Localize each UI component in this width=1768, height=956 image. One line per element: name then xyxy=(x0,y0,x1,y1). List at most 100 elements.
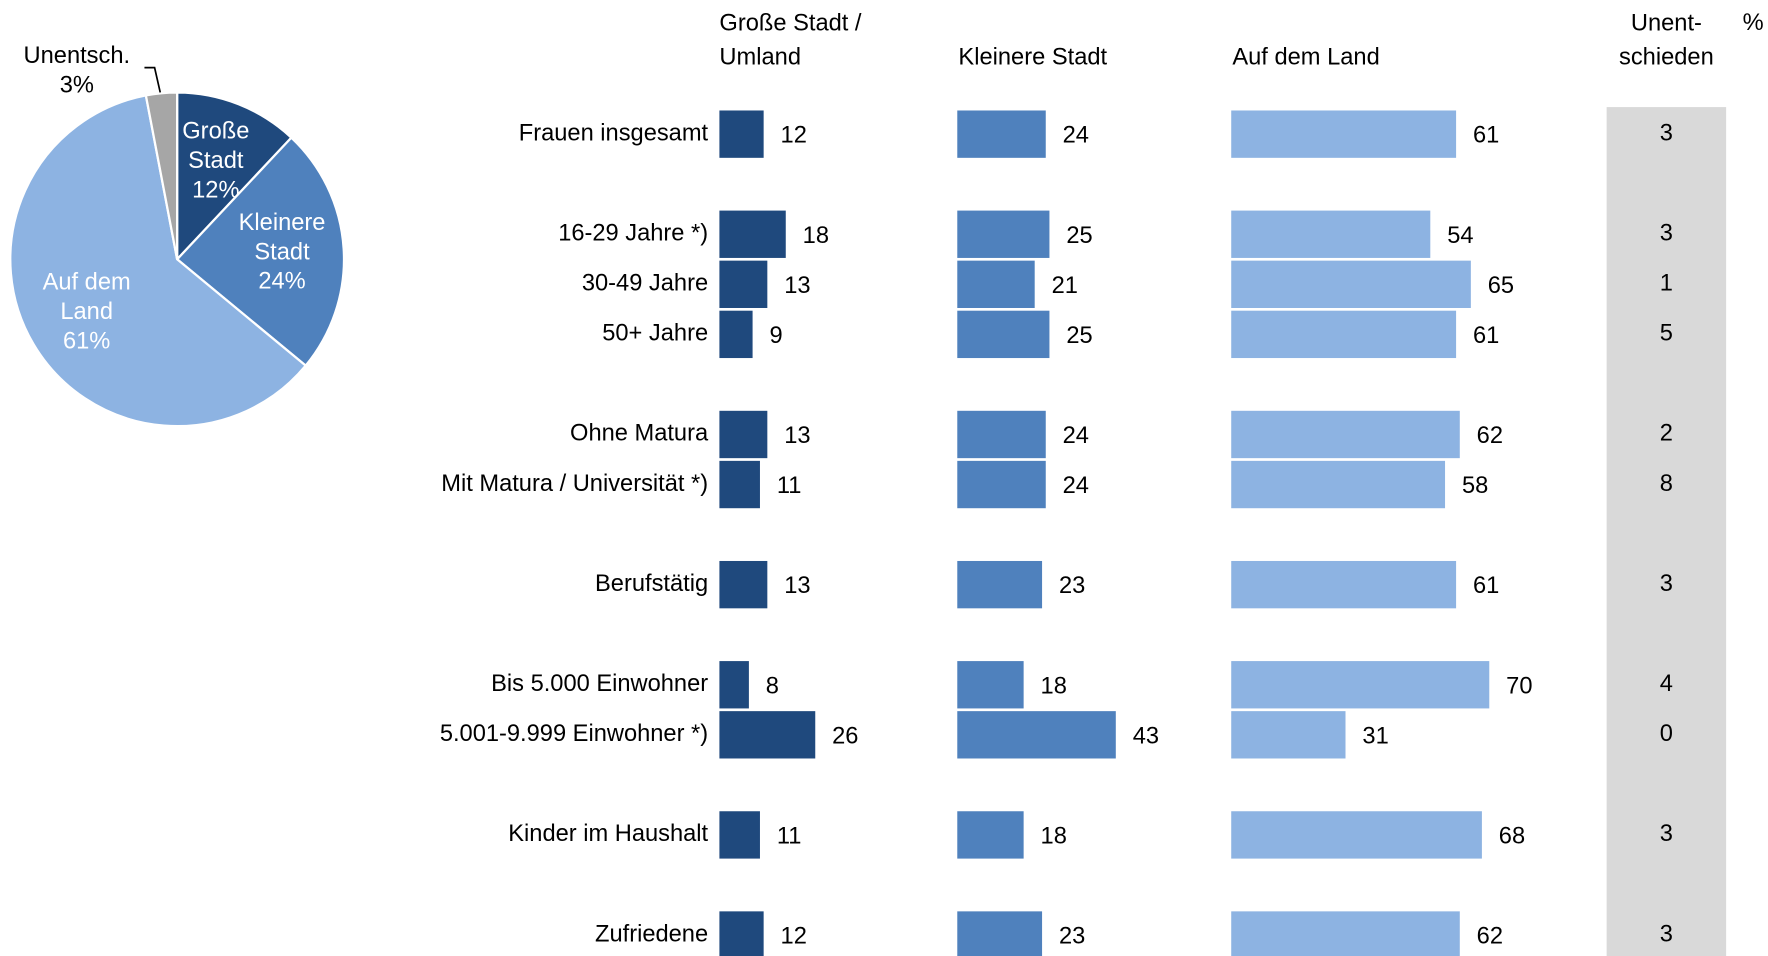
series-header-box: Kleinere Stadt xyxy=(958,44,1107,70)
row-label: Berufstätig xyxy=(595,571,708,597)
bar xyxy=(719,410,768,459)
bar xyxy=(957,110,1046,158)
undecided-value: 3 xyxy=(1660,821,1673,847)
bar xyxy=(719,310,753,359)
value-label: 18 xyxy=(803,223,829,249)
value-label: 65 xyxy=(1488,273,1514,299)
pie-label-box: Unentsch. 3% xyxy=(9,3,144,138)
value-label: 12 xyxy=(781,123,807,149)
row-label: Mit Matura / Universität *) xyxy=(441,471,708,497)
bar xyxy=(957,260,1035,308)
undecided-value: 4 xyxy=(1660,671,1673,697)
undecided-value: 2 xyxy=(1660,421,1673,447)
series-header-box: Auf dem Land xyxy=(1232,43,1380,70)
pie-label-text: Große Stadt 12% xyxy=(162,118,269,206)
value-label: 23 xyxy=(1059,924,1085,950)
bar xyxy=(957,911,1043,956)
value-label: 21 xyxy=(1052,273,1078,299)
bar xyxy=(719,260,768,308)
value-label: 24 xyxy=(1063,473,1089,499)
pie-label-text: Auf dem Land 61% xyxy=(33,269,140,357)
series-header: Große Stadt / Umland xyxy=(719,10,862,70)
pie-value-label: 12% xyxy=(192,177,240,204)
bar xyxy=(719,711,816,759)
bar xyxy=(1231,260,1471,308)
value-label: 8 xyxy=(766,673,779,699)
undecided-value: 3 xyxy=(1660,571,1673,597)
pie-value-label: 61% xyxy=(62,328,111,355)
value-label: 13 xyxy=(784,573,810,599)
pie-category: Unentsch. xyxy=(23,42,131,69)
pie-category: Große Stadt xyxy=(182,118,250,174)
bar xyxy=(1231,711,1346,759)
undecided-band xyxy=(1606,107,1727,956)
bar xyxy=(1231,310,1457,359)
row-label: 30-49 Jahre xyxy=(582,271,708,297)
value-label: 61 xyxy=(1473,323,1499,349)
undecided-value: 0 xyxy=(1660,721,1673,747)
pie-slice xyxy=(175,136,346,368)
value-label: 13 xyxy=(784,273,810,299)
row-label: Frauen insgesamt xyxy=(519,120,709,146)
undecided-value: 1 xyxy=(1660,271,1673,297)
leader-line xyxy=(144,66,162,93)
pie-label: Auf dem Land 61% xyxy=(19,245,154,380)
bar xyxy=(1231,210,1431,258)
bar xyxy=(719,911,764,956)
series-header-box: Große Stadt / Umland xyxy=(719,10,862,70)
value-label: 25 xyxy=(1066,323,1092,349)
undecided-value: 3 xyxy=(1660,221,1673,247)
bar xyxy=(719,210,786,258)
value-label: 18 xyxy=(1041,823,1067,849)
pie-label: Große Stadt 12% xyxy=(148,94,283,229)
value-label: 9 xyxy=(769,323,782,349)
bar xyxy=(719,661,749,709)
bar xyxy=(1231,110,1457,158)
pie-slice xyxy=(9,94,308,428)
row-label: 5.001-9.999 Einwohner *) xyxy=(440,721,708,747)
bar xyxy=(957,661,1024,709)
value-label: 11 xyxy=(777,473,802,499)
value-label: 24 xyxy=(1063,123,1089,149)
value-label: 62 xyxy=(1477,423,1503,449)
row-label: Ohne Matura xyxy=(570,421,709,447)
undecided-value: 3 xyxy=(1660,921,1673,947)
pie-value-label: 3% xyxy=(59,72,94,99)
bar xyxy=(1231,661,1490,709)
value-label: 13 xyxy=(784,423,810,449)
bar xyxy=(1231,811,1482,859)
series-header: Auf dem Land xyxy=(1232,43,1380,70)
row-label: 50+ Jahre xyxy=(602,321,708,347)
value-label: 61 xyxy=(1473,123,1499,149)
bar xyxy=(957,310,1050,359)
pie-category: Auf dem Land xyxy=(42,269,131,326)
undecided-value: 3 xyxy=(1660,120,1673,146)
value-label: 24 xyxy=(1063,423,1089,449)
bar xyxy=(957,711,1116,759)
value-label: 18 xyxy=(1041,673,1067,699)
pie-label: Kleinere Stadt 24% xyxy=(214,185,349,320)
pie-category: Kleinere Stadt xyxy=(238,209,326,266)
bar xyxy=(957,410,1046,459)
unit-label: % xyxy=(1743,10,1764,36)
row-label: Zufriedene xyxy=(595,921,708,947)
pie-slice xyxy=(176,91,293,263)
value-label: 11 xyxy=(777,823,802,849)
bar xyxy=(719,460,760,509)
row-label: 16-29 Jahre *) xyxy=(558,221,708,247)
pie-label-box: Große Stadt 12% xyxy=(148,94,283,229)
pie-value-label: 24% xyxy=(258,268,306,295)
value-label: 23 xyxy=(1059,573,1085,599)
row-label: Bis 5.000 Einwohner xyxy=(491,671,708,697)
value-label: 43 xyxy=(1133,723,1159,749)
value-label: 61 xyxy=(1473,573,1499,599)
undecided-value: 8 xyxy=(1660,471,1673,497)
pie-label-text: Unentsch. 3% xyxy=(9,42,144,101)
bar xyxy=(957,460,1046,509)
bar xyxy=(1231,410,1460,459)
pie-label: Unentsch. 3% xyxy=(9,3,144,138)
bar xyxy=(1231,911,1460,956)
